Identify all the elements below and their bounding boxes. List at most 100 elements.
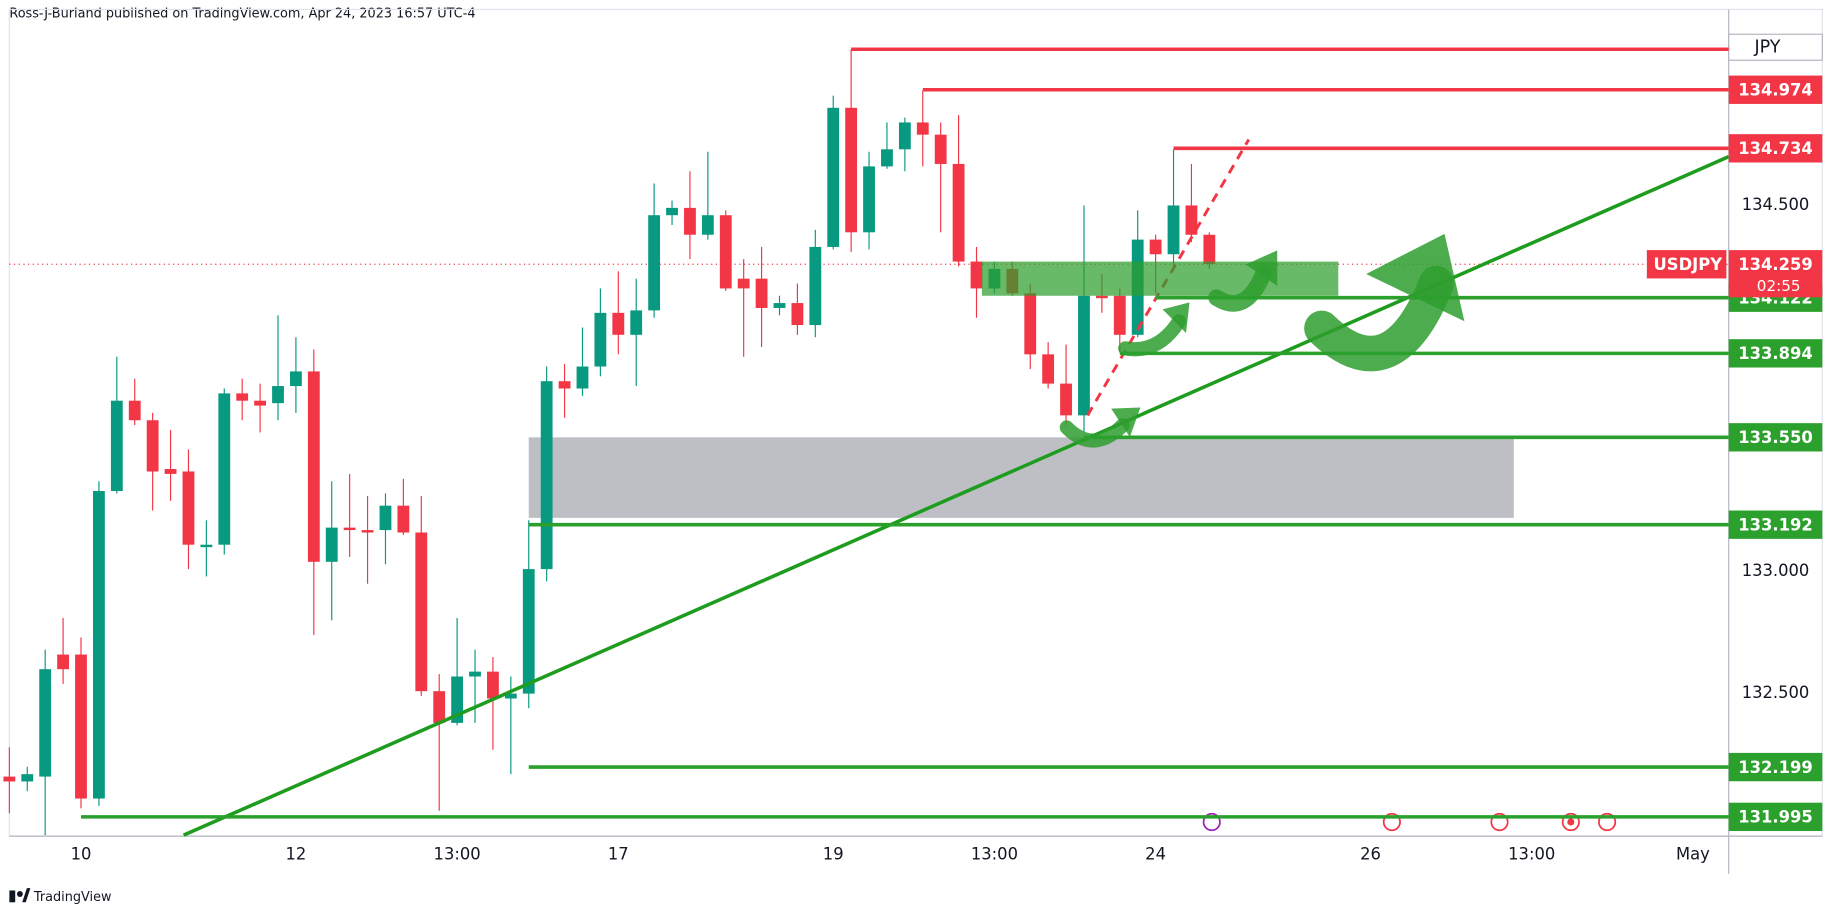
candle-body xyxy=(737,278,750,289)
candle-body xyxy=(1060,383,1072,416)
candle-body xyxy=(182,471,195,545)
level-tag-label: 133.550 xyxy=(1738,428,1813,447)
level-tag-label: 131.995 xyxy=(1738,807,1813,826)
candle-body xyxy=(827,107,840,247)
level-tag-label: 133.192 xyxy=(1738,515,1813,534)
symbol-tag xyxy=(1646,250,1727,279)
x-tick-label: 13:00 xyxy=(434,844,481,863)
candle-body xyxy=(433,691,446,723)
publisher: Ross-J-Burland published on TradingView.… xyxy=(9,7,475,22)
candle-body xyxy=(755,278,768,308)
candle-body xyxy=(1149,239,1162,255)
candle-body xyxy=(630,310,643,335)
event-icon-dot xyxy=(1567,818,1575,826)
candle-body xyxy=(110,400,123,492)
currency-box xyxy=(1728,33,1823,61)
candle-body xyxy=(522,569,535,694)
level-tag-label: 132.199 xyxy=(1738,758,1813,777)
currency: JPY xyxy=(1753,37,1780,57)
symbol-tag-label: USDJPY xyxy=(1654,255,1724,274)
level-tag xyxy=(1728,339,1823,368)
y-tick-label: 134.500 xyxy=(1742,195,1810,214)
candle-body xyxy=(845,107,858,233)
candle-body xyxy=(1095,295,1108,299)
level-tag-label: 133.894 xyxy=(1738,344,1813,363)
candle-body xyxy=(916,122,929,135)
x-tick-label: 17 xyxy=(608,844,629,863)
x-tick-label: May xyxy=(1676,844,1710,863)
candle-body xyxy=(863,166,875,233)
y-tick-label: 133.000 xyxy=(1742,561,1810,580)
candle-body xyxy=(343,527,356,531)
candle-body xyxy=(898,122,911,150)
candle-body xyxy=(469,671,481,677)
countdown: 02:55 xyxy=(1757,277,1801,295)
back-layer xyxy=(9,263,1729,518)
candle-body xyxy=(218,393,231,545)
candle-body xyxy=(146,420,159,472)
candle-body xyxy=(75,654,87,799)
candle-body xyxy=(1167,205,1180,255)
candle-body xyxy=(200,544,213,548)
zone xyxy=(528,437,1514,518)
logo-mark xyxy=(22,888,31,903)
level-tag xyxy=(1728,134,1823,163)
x-tick-label: 19 xyxy=(823,844,844,863)
candle-body xyxy=(648,215,661,311)
candle-body xyxy=(540,381,553,570)
candle-body xyxy=(666,207,678,216)
candle-body xyxy=(1203,234,1216,265)
candle-body xyxy=(576,366,589,389)
candle-body xyxy=(612,312,625,335)
candle-body xyxy=(361,530,374,533)
candle-body xyxy=(487,671,499,699)
candle-body xyxy=(57,654,69,670)
candle-body xyxy=(451,676,464,723)
level-tag-label: 134.734 xyxy=(1738,139,1813,158)
candle-body xyxy=(21,774,34,782)
candle-body xyxy=(773,303,786,308)
candle-body xyxy=(290,371,302,387)
candle-body xyxy=(397,505,410,533)
price-tag-label: 134.259 xyxy=(1738,255,1813,274)
logo-mark xyxy=(16,891,23,897)
x-tick-label: 24 xyxy=(1145,844,1166,863)
candle-body xyxy=(558,381,571,389)
arrow xyxy=(1304,265,1454,372)
y-tick-label: 132.500 xyxy=(1742,683,1810,702)
candle-body xyxy=(164,469,177,474)
x-tick-label: 10 xyxy=(71,844,92,863)
price-tag xyxy=(1728,250,1823,298)
level-tag xyxy=(1728,752,1823,782)
brand: TradingView xyxy=(33,890,112,905)
level-tag xyxy=(1728,510,1823,539)
candle-layer xyxy=(3,49,1730,837)
candle-body xyxy=(719,215,732,289)
candle-body xyxy=(415,532,428,692)
candle-body xyxy=(1078,295,1090,416)
level-tag xyxy=(1728,802,1823,832)
x-tick-label: 12 xyxy=(286,844,307,863)
arrow-head xyxy=(1111,407,1141,437)
arrows xyxy=(1059,265,1454,448)
arrow xyxy=(1059,418,1130,448)
candle-body xyxy=(791,303,804,326)
candle-body xyxy=(1024,293,1037,355)
candle-body xyxy=(307,371,320,562)
candle-body xyxy=(92,491,105,799)
candle-body xyxy=(3,776,16,782)
candle-body xyxy=(881,149,893,167)
candle-body xyxy=(1185,205,1198,235)
level-tag xyxy=(1728,423,1823,452)
chart-frame xyxy=(8,8,1823,837)
candle-body xyxy=(504,693,517,699)
candle-body xyxy=(809,246,822,326)
level-tag xyxy=(1728,75,1823,104)
candle-body xyxy=(39,669,52,777)
candle-body xyxy=(254,400,267,406)
footer: TradingView xyxy=(9,888,112,905)
x-tick-label: 13:00 xyxy=(1508,844,1555,863)
candle-body xyxy=(701,215,714,235)
